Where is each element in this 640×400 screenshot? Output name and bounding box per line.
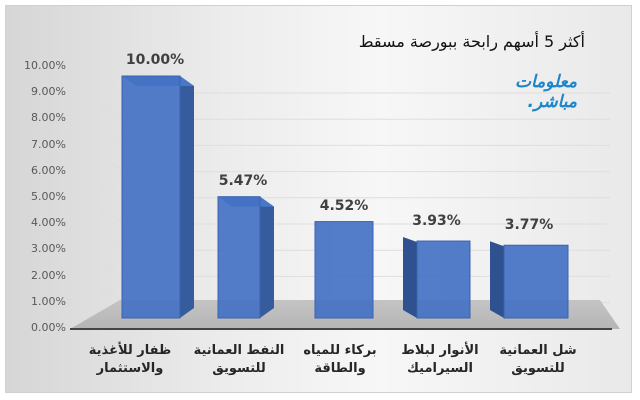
- chart-title: أكثر 5 أسهم رابحة ببورصة مسقط: [358, 32, 585, 51]
- x-label-line: والطاقة: [314, 361, 366, 376]
- y-tick-label: 0.00%: [31, 321, 66, 334]
- y-tick-label: 3.00%: [31, 242, 66, 256]
- bar: [403, 237, 471, 319]
- x-label-line: للتسويق: [511, 361, 565, 376]
- x-label-line: بركاء للمياه: [303, 343, 377, 358]
- x-label-2: بركاء للمياه والطاقة: [285, 342, 395, 378]
- y-tick-label: 1.00%: [31, 294, 66, 308]
- bar: [314, 221, 374, 319]
- brand-logo: معلومات مباشر.: [497, 72, 577, 112]
- y-tick-label: 10.00%: [24, 59, 66, 72]
- bar: [217, 196, 274, 319]
- y-tick-label: 9.00%: [31, 85, 66, 99]
- x-label-4: شل العمانية للتسويق: [483, 342, 593, 378]
- y-tick-label: 8.00%: [31, 111, 66, 125]
- data-label: 3.93%: [412, 213, 461, 230]
- data-label: 10.00%: [125, 52, 185, 68]
- y-tick-label: 7.00%: [31, 137, 66, 151]
- bars: [121, 75, 569, 319]
- x-label-line: السيراميك: [407, 361, 473, 376]
- y-tick-label: 5.00%: [31, 190, 66, 203]
- x-label-3: الأنوار لبلاط السيراميك: [385, 342, 495, 378]
- x-label-line: ظفار للأغذية: [88, 343, 172, 358]
- x-label-line: والاستثمار: [96, 361, 164, 376]
- x-label-1: النفط العمانية للتسويق: [184, 342, 294, 378]
- y-tick-label: 2.00%: [31, 268, 66, 282]
- bar: [121, 75, 194, 319]
- logo-line-2: مباشر.: [527, 92, 578, 112]
- logo-line-1: معلومات: [514, 72, 577, 92]
- y-tick-label: 6.00%: [31, 163, 66, 177]
- x-label-line: شل العمانية: [499, 343, 577, 358]
- x-label-line: للتسويق: [212, 361, 266, 376]
- data-label: 4.52%: [319, 197, 369, 214]
- data-label: 3.77%: [504, 217, 554, 234]
- x-label-line: النفط العمانية: [193, 343, 285, 358]
- bar: [490, 241, 569, 319]
- x-label-0: ظفار للأغذية والاستثمار: [75, 342, 185, 378]
- y-tick-label: 4.00%: [31, 216, 66, 230]
- x-label-line: الأنوار لبلاط: [401, 343, 479, 358]
- data-label: 5.47%: [218, 172, 268, 189]
